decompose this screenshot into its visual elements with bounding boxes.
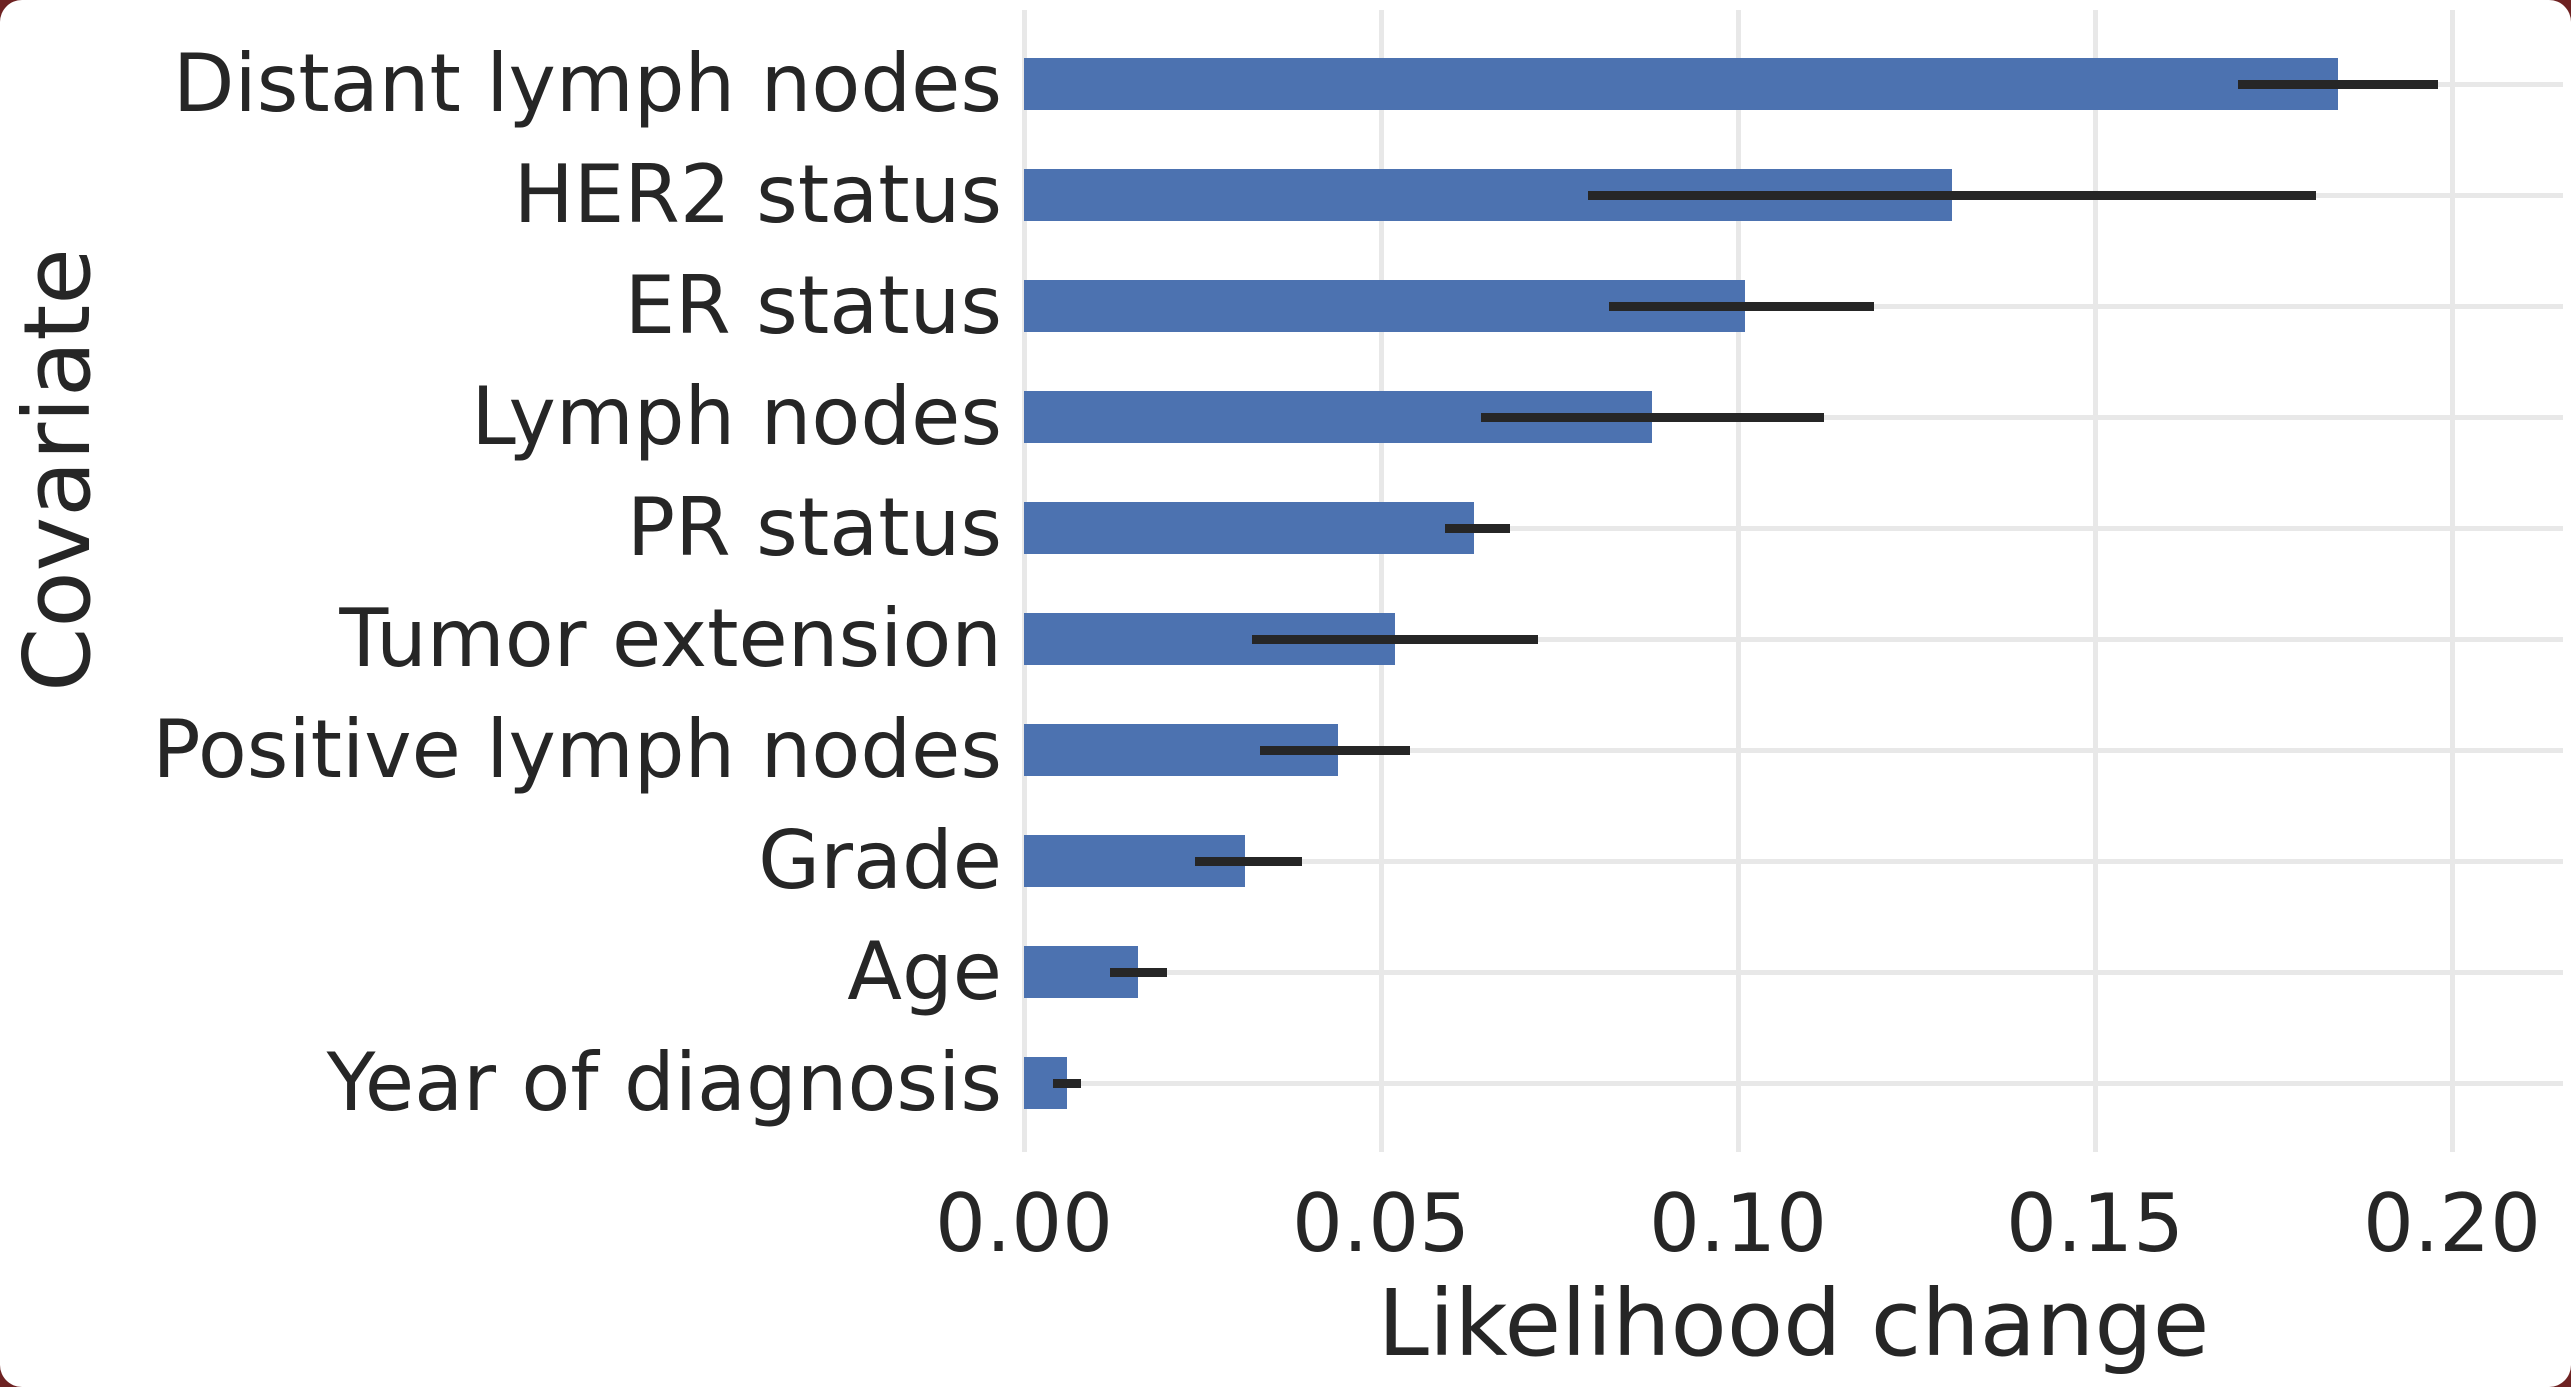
x-axis-title: Likelihood change	[1377, 1270, 2210, 1377]
x-tick-label: 0.15	[2005, 1177, 2185, 1270]
error-bar	[1252, 634, 1539, 644]
error-bar	[1259, 745, 1410, 755]
horizontal-gridline	[1024, 525, 2563, 531]
vertical-gridline	[1378, 10, 1384, 1152]
vertical-gridline	[2092, 10, 2098, 1152]
horizontal-gridline	[1024, 858, 2563, 864]
y-axis-title: Covariate	[4, 248, 111, 692]
y-category-label: ER status	[624, 259, 1002, 352]
bar	[1024, 502, 1474, 554]
error-bar	[2237, 79, 2438, 89]
y-category-label: Age	[847, 925, 1002, 1018]
y-category-label: Lymph nodes	[471, 370, 1002, 463]
y-category-label: PR status	[626, 481, 1002, 574]
y-category-label: Year of diagnosis	[326, 1036, 1002, 1129]
horizontal-gridline	[1024, 1080, 2563, 1086]
vertical-gridline	[2449, 10, 2455, 1152]
error-bar	[1588, 190, 2317, 200]
error-bar	[1609, 301, 1874, 311]
x-tick-label: 0.05	[1291, 1177, 1471, 1270]
y-category-label: Distant lymph nodes	[172, 37, 1002, 130]
vertical-gridline	[1021, 10, 1027, 1152]
error-bar	[1052, 1078, 1082, 1088]
y-category-label: HER2 status	[513, 148, 1002, 241]
x-tick-label: 0.00	[934, 1177, 1114, 1270]
x-tick-label: 0.10	[1648, 1177, 1828, 1270]
y-category-label: Tumor extension	[339, 592, 1002, 685]
y-category-label: Positive lymph nodes	[152, 703, 1002, 796]
x-tick-label: 0.20	[2362, 1177, 2542, 1270]
horizontal-gridline	[1024, 636, 2563, 642]
horizontal-gridline	[1024, 747, 2563, 753]
horizontal-gridline	[1024, 969, 2563, 975]
error-bar	[1445, 523, 1510, 533]
vertical-gridline	[1735, 10, 1741, 1152]
error-bar	[1480, 412, 1824, 422]
error-bar	[1109, 967, 1167, 977]
bar	[1024, 58, 2338, 110]
error-bar	[1195, 856, 1303, 866]
y-category-label: Grade	[758, 814, 1002, 907]
